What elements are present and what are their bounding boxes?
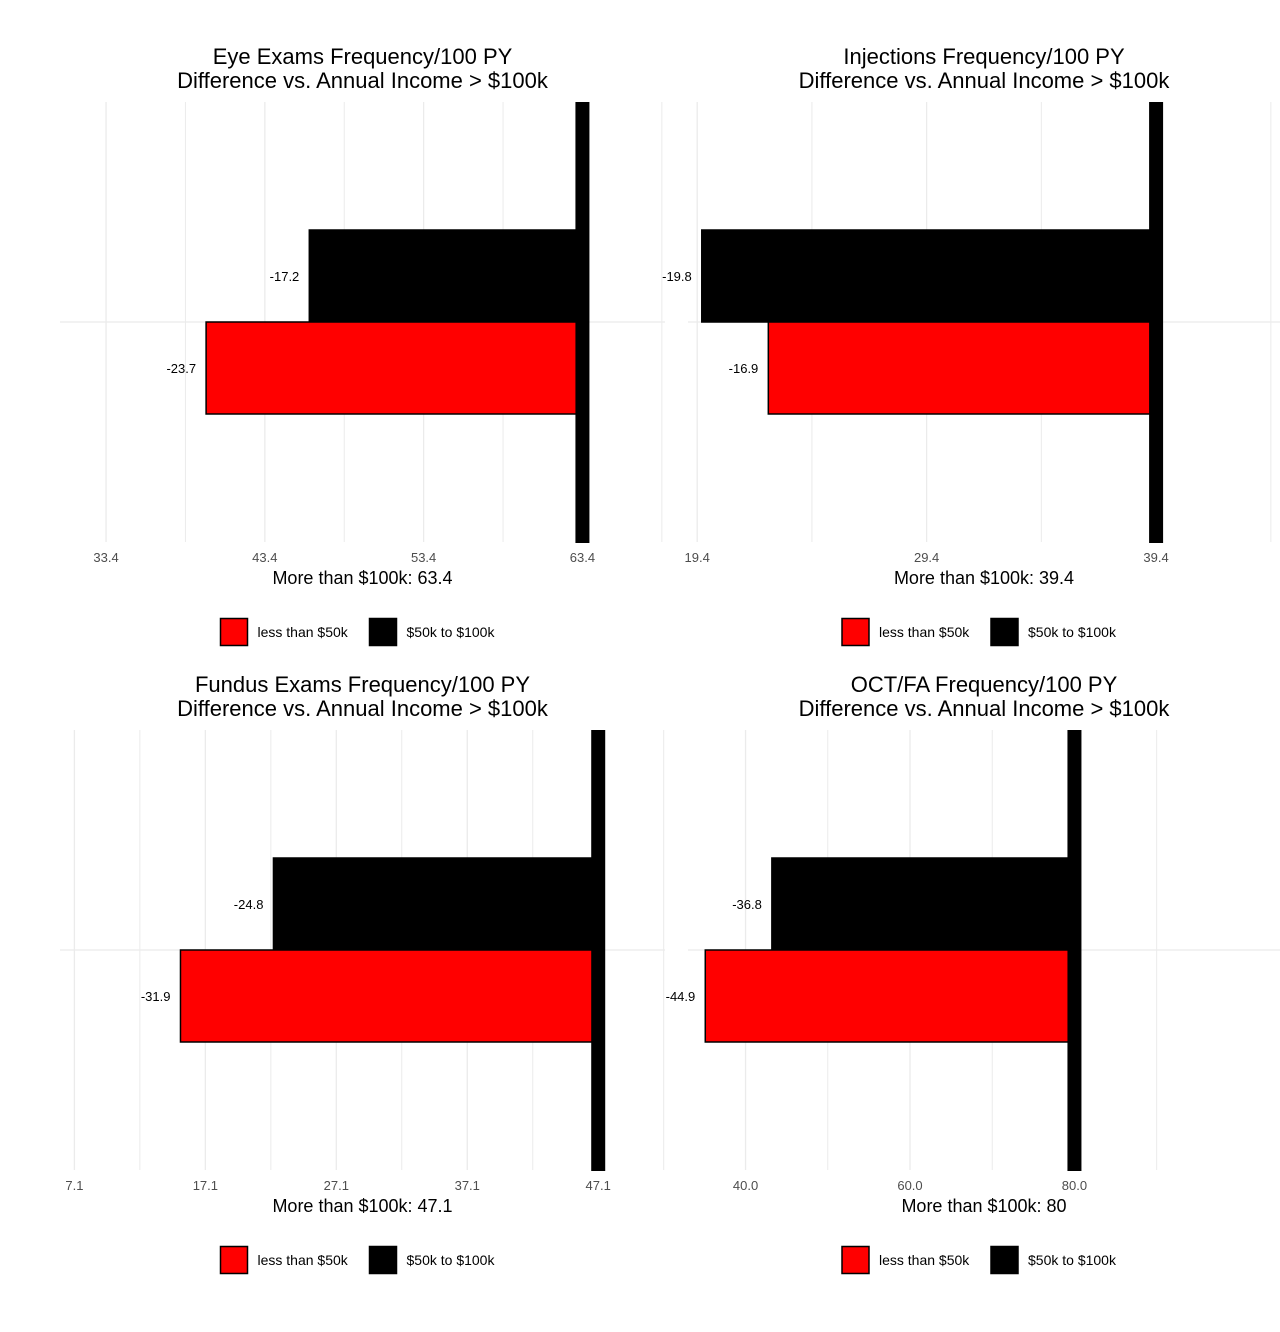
x-tick-label: 37.1 (455, 1178, 480, 1193)
x-tick-label: 43.4 (252, 550, 277, 565)
bar-50k-to-100k (272, 857, 599, 951)
x-tick-label: 33.4 (93, 550, 118, 565)
legend-swatch-50k-to-100k (990, 1245, 1019, 1275)
legend-label: $50k to $100k (407, 1252, 496, 1268)
bar-less-than-50k (179, 949, 599, 1043)
chart-subtitle: Difference vs. Annual Income > $100k (799, 68, 1171, 93)
legend-swatch-less-than-50k (841, 1245, 870, 1275)
reference-bar (575, 102, 590, 543)
legend-swatch-less-than-50k (219, 617, 249, 647)
legend-label: $50k to $100k (1028, 1252, 1117, 1268)
bar-50k-to-100k (701, 229, 1157, 323)
chart-title: Fundus Exams Frequency/100 PY (195, 672, 530, 697)
legend-label: less than $50k (258, 1252, 349, 1268)
legend-swatch-less-than-50k (841, 617, 870, 647)
legend-label: $50k to $100k (1028, 624, 1117, 640)
x-tick-label: 60.0 (897, 1178, 922, 1193)
legend-label: less than $50k (879, 1252, 970, 1268)
legend-label: $50k to $100k (407, 624, 496, 640)
x-tick-label: 17.1 (193, 1178, 218, 1193)
data-label: -19.8 (662, 269, 692, 284)
data-label: -31.9 (141, 989, 171, 1004)
legend: less than $50k $50k to $100k (841, 1245, 1117, 1275)
legend: less than $50k $50k to $100k (219, 1245, 496, 1275)
reference-bar (1067, 730, 1082, 1171)
legend-label: less than $50k (879, 624, 970, 640)
x-tick-label: 29.4 (914, 550, 939, 565)
x-axis-label: More than $100k: 63.4 (272, 568, 452, 588)
x-tick-label: 27.1 (324, 1178, 349, 1193)
reference-bar (1149, 102, 1164, 543)
chart-title: OCT/FA Frequency/100 PY (851, 672, 1118, 697)
x-tick-label: 7.1 (65, 1178, 83, 1193)
legend: less than $50k $50k to $100k (219, 617, 496, 647)
data-label: -16.9 (729, 361, 759, 376)
x-tick-label: 40.0 (733, 1178, 758, 1193)
x-tick-label: 19.4 (685, 550, 710, 565)
legend-swatch-50k-to-100k (368, 1245, 398, 1275)
legend-swatch-50k-to-100k (368, 617, 398, 647)
chart-subtitle: Difference vs. Annual Income > $100k (177, 68, 549, 93)
legend-swatch-50k-to-100k (990, 617, 1019, 647)
bar-less-than-50k (205, 321, 584, 415)
data-label: -17.2 (270, 269, 300, 284)
x-axis-label: More than $100k: 47.1 (272, 1196, 452, 1216)
legend: less than $50k $50k to $100k (841, 617, 1117, 647)
x-tick-label: 53.4 (411, 550, 436, 565)
x-tick-label: 63.4 (570, 550, 595, 565)
data-label: -24.8 (234, 897, 264, 912)
legend-label: less than $50k (258, 624, 349, 640)
bar-less-than-50k (767, 321, 1157, 415)
x-axis-label: More than $100k: 39.4 (894, 568, 1074, 588)
x-tick-label: 47.1 (586, 1178, 611, 1193)
bar-less-than-50k (704, 949, 1076, 1043)
data-label: -44.9 (666, 989, 696, 1004)
x-tick-label: 80.0 (1062, 1178, 1087, 1193)
chart-subtitle: Difference vs. Annual Income > $100k (799, 696, 1171, 721)
bar-50k-to-100k (771, 857, 1076, 951)
data-label: -23.7 (166, 361, 196, 376)
legend-swatch-less-than-50k (219, 1245, 249, 1275)
bar-50k-to-100k (308, 229, 584, 323)
chart-panel: Fundus Exams Frequency/100 PYDifference … (60, 672, 665, 1275)
chart-subtitle: Difference vs. Annual Income > $100k (177, 696, 549, 721)
chart-title: Eye Exams Frequency/100 PY (213, 44, 513, 69)
x-tick-label: 39.4 (1143, 550, 1168, 565)
x-axis-label: More than $100k: 80 (901, 1196, 1066, 1216)
chart-title: Injections Frequency/100 PY (843, 44, 1125, 69)
data-label: -36.8 (732, 897, 762, 912)
reference-bar (591, 730, 606, 1171)
